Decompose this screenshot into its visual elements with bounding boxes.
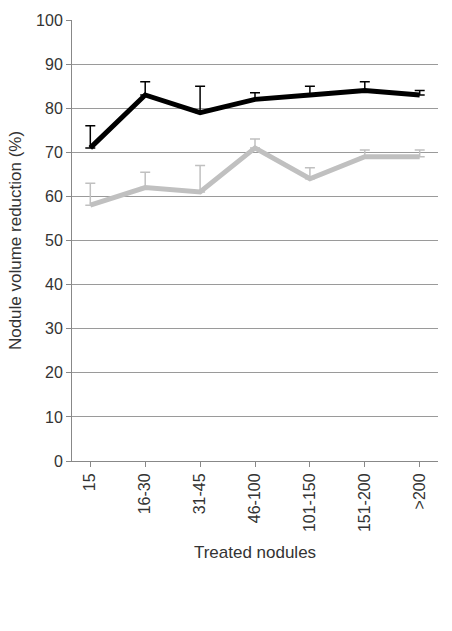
svg-text:40: 40 bbox=[45, 276, 63, 293]
svg-text:16-30: 16-30 bbox=[136, 473, 153, 514]
svg-text:31-45: 31-45 bbox=[191, 473, 208, 514]
svg-text:151-200: 151-200 bbox=[356, 473, 373, 532]
svg-text:50: 50 bbox=[45, 232, 63, 249]
svg-text:70: 70 bbox=[45, 144, 63, 161]
svg-text:15: 15 bbox=[82, 473, 99, 491]
svg-text:30: 30 bbox=[45, 320, 63, 337]
svg-text:100: 100 bbox=[36, 12, 63, 29]
svg-text:Nodule volume reduction (%): Nodule volume reduction (%) bbox=[6, 131, 25, 350]
svg-text:80: 80 bbox=[45, 100, 63, 117]
svg-text:101-150: 101-150 bbox=[301, 473, 318, 532]
svg-text:46-100: 46-100 bbox=[246, 473, 263, 523]
svg-text:Treated nodules: Treated nodules bbox=[194, 543, 316, 562]
svg-text:0: 0 bbox=[54, 453, 63, 470]
svg-text:10: 10 bbox=[45, 409, 63, 426]
svg-text:>200: >200 bbox=[411, 473, 428, 509]
svg-text:60: 60 bbox=[45, 188, 63, 205]
svg-text:20: 20 bbox=[45, 364, 63, 381]
svg-text:90: 90 bbox=[45, 56, 63, 73]
